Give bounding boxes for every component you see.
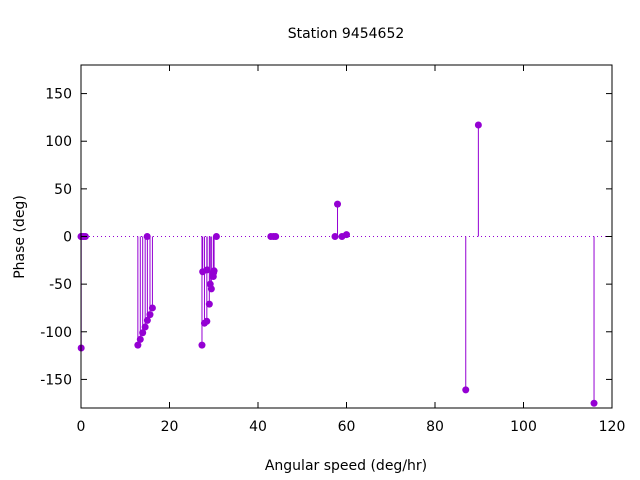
chart-title: Station 9454652 [288, 26, 405, 42]
y-tick-label-6: 150 [45, 87, 72, 103]
data-point-7 [136, 335, 144, 343]
y-tick-label-2: -50 [49, 277, 72, 293]
data-point-13 [148, 304, 156, 312]
x-tick-label-0: 0 [77, 419, 86, 435]
x-tick-label-4: 80 [426, 419, 444, 435]
data-point-35 [590, 399, 598, 407]
y-axis-label: Phase (deg) [12, 195, 28, 279]
y-tick-label-4: 50 [54, 182, 72, 198]
data-point-9 [141, 323, 149, 331]
x-tick-label-5: 100 [510, 419, 537, 435]
data-point-34 [474, 121, 482, 129]
y-tick-label-5: 100 [45, 134, 72, 150]
x-tick-label-1: 20 [161, 419, 179, 435]
x-tick-label-3: 60 [338, 419, 356, 435]
data-point-19 [205, 300, 213, 308]
data-point-33 [462, 386, 470, 394]
data-point-12 [146, 311, 154, 319]
data-point-8 [139, 329, 147, 337]
y-tick-label-1: -100 [40, 325, 72, 341]
data-point-24 [210, 267, 218, 275]
data-point-29 [331, 233, 339, 240]
data-point-14 [198, 341, 206, 349]
data-point-21 [207, 285, 215, 293]
data-point-25 [212, 233, 220, 240]
x-axis-label: Angular speed (deg/hr) [265, 458, 427, 474]
x-tick-label-6: 120 [599, 419, 626, 435]
data-point-28 [272, 233, 280, 240]
y-tick-label-0: -150 [40, 372, 72, 388]
data-point-30 [334, 200, 342, 208]
y-tick-label-3: 0 [63, 230, 72, 246]
data-point-6 [134, 341, 142, 349]
data-point-11 [143, 316, 151, 324]
plot-area: 0 20 40 60 80 100 120 -150 -100 -50 0 50 100 150 [40, 64, 626, 435]
data-point-17 [203, 317, 211, 325]
x-tick-label-2: 40 [249, 419, 267, 435]
data-point-32 [343, 231, 350, 239]
